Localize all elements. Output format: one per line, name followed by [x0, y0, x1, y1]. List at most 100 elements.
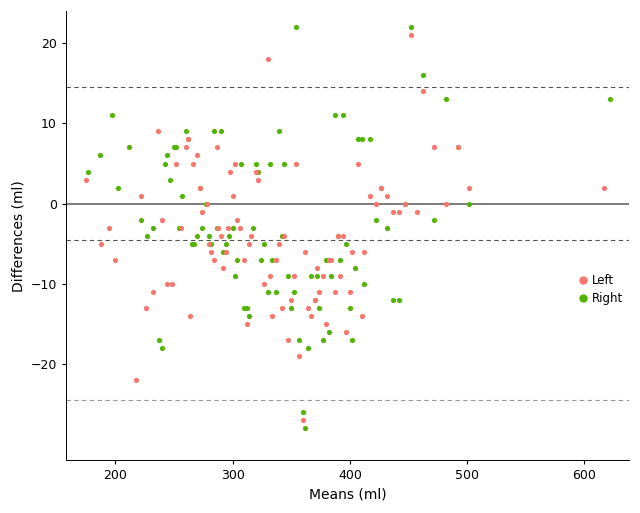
Point [232, 215, 243, 224]
Point [113, 184, 123, 192]
Point [262, 55, 273, 63]
Point [166, 280, 177, 288]
Point [157, 344, 167, 352]
Point [298, 408, 308, 416]
Point [303, 344, 313, 352]
Point [224, 231, 234, 240]
Point [349, 264, 360, 272]
Point [314, 288, 324, 296]
Point [213, 224, 223, 232]
Point [282, 272, 292, 280]
Point [173, 224, 184, 232]
Point [195, 184, 205, 192]
Point [356, 312, 367, 320]
Point [276, 304, 287, 312]
Point [162, 151, 172, 160]
Point [83, 167, 93, 175]
Point [271, 288, 281, 296]
Point [333, 231, 343, 240]
Point [200, 200, 211, 208]
Point [189, 240, 199, 248]
Point [104, 224, 115, 232]
Point [279, 160, 289, 168]
Point [306, 312, 316, 320]
Point [251, 167, 261, 175]
Point [298, 416, 308, 424]
Point [241, 304, 252, 312]
Point [95, 151, 105, 160]
Point [400, 200, 410, 208]
Point [359, 280, 369, 288]
Point [216, 127, 226, 135]
Point [192, 151, 202, 160]
Point [131, 376, 141, 384]
Point [330, 288, 340, 296]
Point [195, 184, 205, 192]
Point [259, 280, 269, 288]
Point [335, 255, 346, 264]
Point [312, 272, 322, 280]
Point [81, 175, 91, 184]
Point [452, 143, 463, 151]
Point [275, 127, 285, 135]
Point [107, 111, 117, 120]
Point [417, 87, 428, 95]
Point [246, 231, 257, 240]
Point [124, 143, 134, 151]
Point [326, 255, 336, 264]
Point [441, 200, 451, 208]
Point [192, 231, 202, 240]
Point [353, 135, 363, 144]
Point [321, 255, 332, 264]
Point [225, 167, 236, 175]
Point [171, 160, 181, 168]
Point [157, 215, 167, 224]
Point [255, 255, 266, 264]
Point [333, 231, 343, 240]
Point [216, 231, 226, 240]
Point [230, 160, 240, 168]
Point [429, 215, 440, 224]
Point [376, 184, 387, 192]
Point [338, 111, 348, 120]
Y-axis label: Differences (ml): Differences (ml) [11, 180, 25, 291]
Point [148, 224, 158, 232]
Point [220, 240, 230, 248]
Point [276, 231, 287, 240]
Point [275, 240, 285, 248]
Point [268, 312, 278, 320]
Point [234, 224, 244, 232]
Point [394, 208, 404, 216]
Point [180, 143, 191, 151]
Point [148, 288, 158, 296]
Point [400, 200, 410, 208]
Point [605, 95, 615, 104]
Point [162, 280, 172, 288]
Point [317, 272, 328, 280]
Point [253, 175, 264, 184]
Point [429, 143, 440, 151]
Point [227, 224, 237, 232]
Point [218, 248, 228, 256]
Point [289, 288, 299, 296]
Point [186, 240, 196, 248]
Point [262, 288, 273, 296]
Point [279, 231, 289, 240]
Point [202, 200, 212, 208]
Point [244, 312, 254, 320]
Point [209, 127, 219, 135]
Point [169, 143, 179, 151]
Point [321, 320, 332, 328]
Point [176, 224, 186, 232]
Point [359, 248, 369, 256]
Point [223, 224, 233, 232]
Point [271, 255, 281, 264]
Point [347, 336, 357, 344]
Point [220, 248, 230, 256]
Point [324, 255, 334, 264]
Point [412, 208, 422, 216]
Point [206, 240, 216, 248]
Point [136, 215, 146, 224]
Point [110, 255, 120, 264]
Point [251, 160, 261, 168]
